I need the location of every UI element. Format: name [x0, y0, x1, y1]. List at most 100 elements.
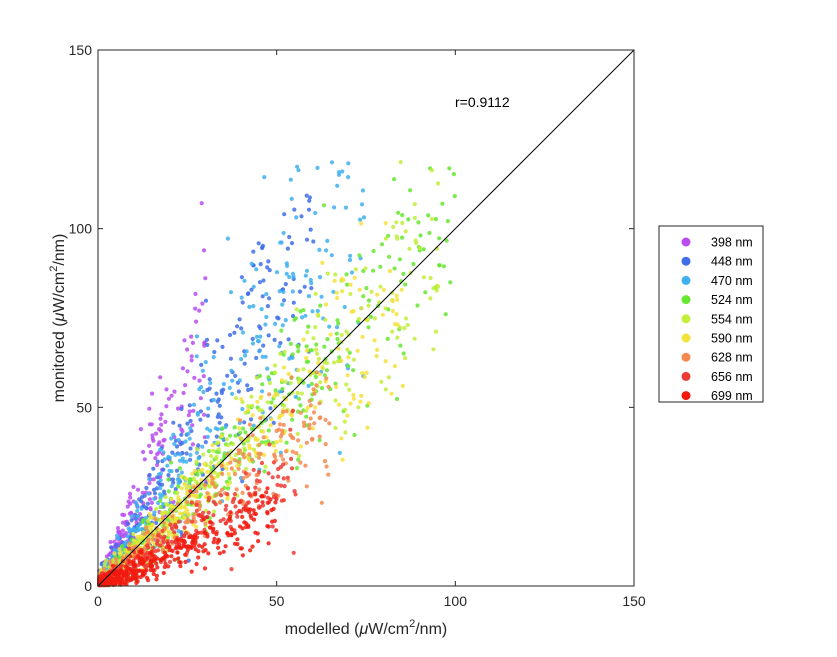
- data-point: [149, 500, 154, 505]
- data-point: [202, 566, 208, 571]
- data-point: [201, 549, 206, 554]
- data-point: [194, 459, 199, 464]
- data-point: [259, 460, 265, 466]
- data-point: [260, 494, 265, 499]
- data-point: [317, 415, 322, 421]
- data-point: [343, 430, 348, 435]
- data-point: [152, 496, 157, 501]
- data-point: [346, 355, 351, 360]
- data-point: [203, 440, 208, 445]
- data-point: [190, 340, 195, 345]
- data-point: [334, 331, 339, 336]
- x-tick-label: 150: [622, 593, 646, 609]
- data-point: [164, 502, 169, 507]
- data-point: [186, 558, 191, 563]
- data-point: [226, 486, 231, 491]
- data-point: [170, 477, 176, 482]
- data-point: [440, 201, 445, 206]
- data-point: [176, 484, 181, 489]
- data-point: [203, 276, 208, 281]
- legend-label: 590 nm: [711, 332, 753, 346]
- data-point: [339, 332, 344, 338]
- data-point: [218, 500, 223, 505]
- data-point: [323, 317, 328, 322]
- data-point: [394, 312, 399, 317]
- data-point: [126, 499, 131, 504]
- data-point: [225, 373, 230, 378]
- data-point: [179, 486, 184, 491]
- data-point: [245, 383, 250, 388]
- data-point: [293, 394, 298, 399]
- reference-line-1to1: [97, 49, 635, 587]
- data-point: [412, 215, 417, 221]
- data-point: [282, 212, 287, 217]
- data-point: [253, 485, 258, 490]
- data-point: [249, 457, 255, 462]
- data-point: [224, 503, 229, 508]
- data-point: [166, 532, 171, 537]
- data-point: [133, 500, 138, 505]
- data-point: [294, 307, 299, 312]
- data-point: [256, 505, 262, 510]
- data-point: [364, 370, 369, 375]
- data-point: [299, 391, 304, 396]
- data-point: [431, 286, 436, 291]
- data-point: [164, 387, 169, 392]
- data-point: [281, 365, 287, 370]
- data-point: [346, 363, 351, 369]
- legend-marker: [681, 352, 691, 362]
- data-point: [163, 494, 168, 500]
- data-point: [364, 286, 369, 291]
- data-point: [392, 266, 397, 271]
- data-point: [135, 514, 141, 519]
- data-point: [107, 580, 112, 585]
- correlation-annotation: r=0.9112: [455, 94, 510, 110]
- data-point: [219, 415, 224, 420]
- data-point: [272, 363, 277, 368]
- data-point: [323, 417, 328, 422]
- data-point: [101, 566, 107, 572]
- data-point: [246, 387, 251, 393]
- data-point: [324, 248, 329, 253]
- data-point: [332, 278, 337, 283]
- data-point: [345, 373, 350, 378]
- data-point: [187, 403, 192, 408]
- data-point: [437, 263, 442, 268]
- data-point: [144, 485, 149, 491]
- y-tick-label: 100: [69, 221, 93, 237]
- data-point: [397, 257, 402, 262]
- data-point: [423, 290, 428, 295]
- data-point: [247, 304, 252, 309]
- data-point: [187, 535, 192, 540]
- data-point: [241, 506, 246, 511]
- data-point: [194, 450, 199, 455]
- data-point: [186, 413, 191, 418]
- data-point: [228, 356, 233, 361]
- data-point: [135, 579, 140, 584]
- data-point: [366, 325, 371, 330]
- data-point: [266, 541, 271, 546]
- data-point: [366, 298, 372, 303]
- data-point: [117, 551, 122, 556]
- data-point: [228, 510, 233, 515]
- data-point: [208, 464, 213, 469]
- data-point: [173, 452, 178, 457]
- data-point: [269, 400, 274, 405]
- data-point: [150, 559, 155, 564]
- data-point: [162, 510, 167, 515]
- data-point: [344, 329, 349, 334]
- data-point: [348, 401, 353, 406]
- data-point: [229, 456, 234, 461]
- data-point: [200, 467, 205, 473]
- data-point: [216, 447, 221, 452]
- data-point: [234, 487, 239, 492]
- data-point: [282, 349, 287, 354]
- data-point: [214, 493, 219, 498]
- data-point: [202, 542, 207, 547]
- data-point: [205, 413, 211, 418]
- x-tick-label: 0: [94, 593, 102, 609]
- data-point: [147, 481, 152, 486]
- data-point: [434, 288, 439, 293]
- data-point: [200, 444, 205, 449]
- data-point: [447, 166, 452, 171]
